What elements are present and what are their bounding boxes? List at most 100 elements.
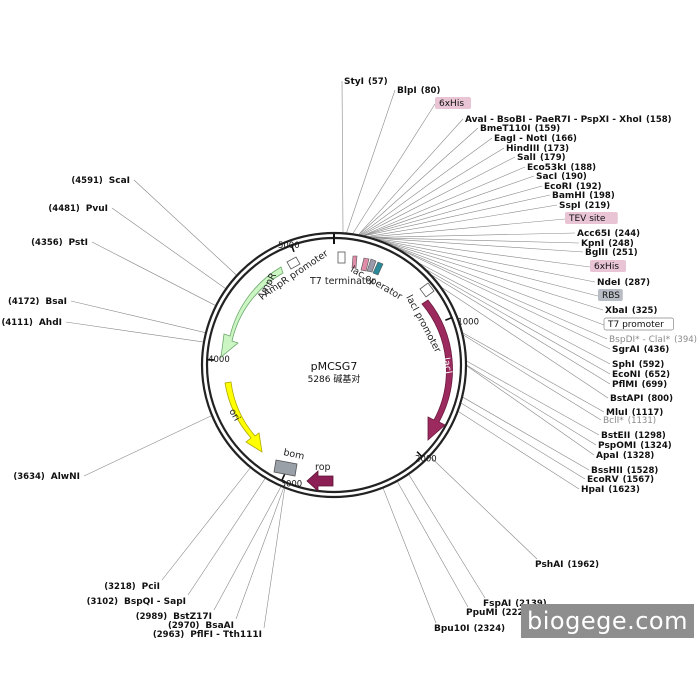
- site-connector: [442, 287, 609, 399]
- site-position: (394): [674, 335, 697, 345]
- site-label[interactable]: BspDI* - ClaI* (394): [609, 335, 697, 345]
- site-position: (1623): [608, 485, 640, 495]
- tick-label: 1000: [457, 317, 479, 327]
- site-label[interactable]: KpnI (248): [581, 239, 634, 249]
- site-label[interactable]: BssHII (1528): [591, 466, 658, 476]
- site-connector: [361, 156, 516, 236]
- his-tag-marker[interactable]: [360, 257, 370, 272]
- site-label[interactable]: Eco53kI (188): [527, 163, 596, 173]
- site-label[interactable]: XbaI (325): [605, 306, 657, 316]
- site-position: (80): [421, 86, 441, 96]
- site-label[interactable]: PflMI (699): [612, 380, 667, 390]
- site-label[interactable]: EcoNI (652): [612, 370, 670, 380]
- site-connector: [462, 332, 605, 413]
- site-connector: [359, 137, 493, 235]
- site-position: (2989): [136, 612, 170, 622]
- site-label[interactable]: (2989) BstZ17I: [136, 612, 212, 622]
- site-label[interactable]: BclI* (1131): [603, 416, 656, 426]
- site-label[interactable]: HindIII (173): [506, 144, 569, 154]
- site-connector: [393, 246, 608, 340]
- lac-operator-marker[interactable]: [351, 255, 358, 269]
- bom-box[interactable]: [273, 459, 298, 477]
- laci-label: lacI: [440, 357, 454, 375]
- site-position: (1962): [568, 560, 600, 570]
- tick-mark: [290, 245, 295, 253]
- site-label[interactable]: BamHI (198): [552, 191, 615, 201]
- site-position: (3634): [13, 472, 47, 482]
- site-position: (2970): [168, 621, 202, 631]
- site-label[interactable]: (3218) PciI: [104, 582, 160, 592]
- site-connector: [381, 240, 599, 297]
- site-position: (3218): [104, 582, 138, 592]
- site-name: BstEII: [601, 431, 630, 441]
- rop-arrow[interactable]: [306, 470, 334, 492]
- site-label[interactable]: SgrAI (436): [612, 345, 669, 355]
- site-label[interactable]: (4111) AhdI: [1, 318, 62, 328]
- laci-arrow[interactable]: [421, 299, 453, 441]
- site-label[interactable]: SspI (219): [559, 201, 610, 211]
- site-connector: [462, 397, 590, 471]
- site-label[interactable]: NdeI (287): [597, 278, 650, 288]
- site-label[interactable]: (2970) BsaAI: [168, 621, 234, 631]
- site-connector: [364, 185, 543, 236]
- site-label[interactable]: (3102) BspQI - SapI: [87, 597, 186, 607]
- site-label[interactable]: AvaI - BsoBI - PaeR7I - PspXI - XhoI (158…: [465, 115, 672, 125]
- site-position: (198): [589, 191, 615, 201]
- ampr-promoter-box[interactable]: [286, 256, 301, 270]
- laci-promoter-box[interactable]: [419, 282, 435, 298]
- site-label[interactable]: StyI (57): [344, 77, 388, 87]
- site-label[interactable]: BglII (251): [585, 248, 638, 258]
- site-label[interactable]: EcoRV (1567): [587, 475, 654, 485]
- site-connector: [430, 456, 538, 560]
- site-label[interactable]: (4481) PvuI: [48, 204, 108, 214]
- site-label[interactable]: (4356) PstI: [31, 238, 88, 248]
- site-name: BssHII: [591, 466, 623, 476]
- site-label[interactable]: ApaI (1328): [596, 451, 654, 461]
- site-label[interactable]: BlpI (80): [397, 86, 440, 96]
- feature-tag: [598, 289, 623, 301]
- site-connector: [263, 488, 285, 629]
- site-label[interactable]: MluI (1117): [606, 408, 663, 418]
- site-position: (3102): [87, 597, 121, 607]
- site-label[interactable]: BstAPI (800): [610, 394, 673, 404]
- site-label[interactable]: PpuMI (2224): [466, 608, 533, 618]
- site-label[interactable]: SacI (190): [536, 172, 587, 182]
- tick-label: 4000: [208, 355, 230, 365]
- feature-tag: [603, 317, 674, 331]
- site-connector: [235, 487, 284, 620]
- site-label[interactable]: (4172) BsaI: [8, 297, 67, 307]
- site-label[interactable]: Bpu10I (2324): [434, 624, 505, 634]
- site-label[interactable]: SalI (179): [517, 153, 566, 163]
- site-label[interactable]: (3634) AlwNI: [13, 472, 80, 482]
- site-connector: [378, 239, 596, 283]
- site-label[interactable]: PspOMI (1324): [598, 441, 672, 451]
- site-label[interactable]: Acc65I (244): [577, 229, 640, 239]
- site-label[interactable]: HpaI (1623): [581, 485, 640, 495]
- rbs-marker[interactable]: [372, 261, 384, 276]
- site-label[interactable]: EcoRI (192): [544, 182, 602, 192]
- site-connector: [363, 175, 535, 236]
- site-label[interactable]: SphI (592): [612, 360, 664, 370]
- ampr-arrow[interactable]: [220, 266, 284, 358]
- t7-terminator-box[interactable]: [337, 251, 346, 264]
- site-name: PvuI: [86, 204, 108, 214]
- site-name: SalI: [517, 153, 536, 163]
- tev-site-marker[interactable]: [366, 258, 377, 273]
- site-label[interactable]: (2963) PflFI - Tth111I: [153, 630, 262, 640]
- site-label[interactable]: BmeT110I (159): [480, 124, 560, 134]
- site-name: Acc65I: [577, 229, 611, 239]
- site-label[interactable]: BstEII (1298): [601, 431, 666, 441]
- site-connector: [364, 194, 551, 236]
- site-name: Bpu10I: [434, 624, 470, 634]
- site-position: (4111): [1, 318, 35, 328]
- site-label[interactable]: (4591) ScaI: [71, 176, 130, 186]
- site-connector: [458, 411, 580, 490]
- site-connector: [111, 207, 226, 289]
- site-connector: [373, 237, 584, 253]
- ori-arrow[interactable]: [224, 381, 263, 453]
- site-label[interactable]: PshAI (1962): [535, 560, 599, 570]
- site-position: (1131): [628, 416, 656, 426]
- site-name: EcoRV: [587, 475, 619, 485]
- site-label[interactable]: EagI - NotI (166): [494, 134, 577, 144]
